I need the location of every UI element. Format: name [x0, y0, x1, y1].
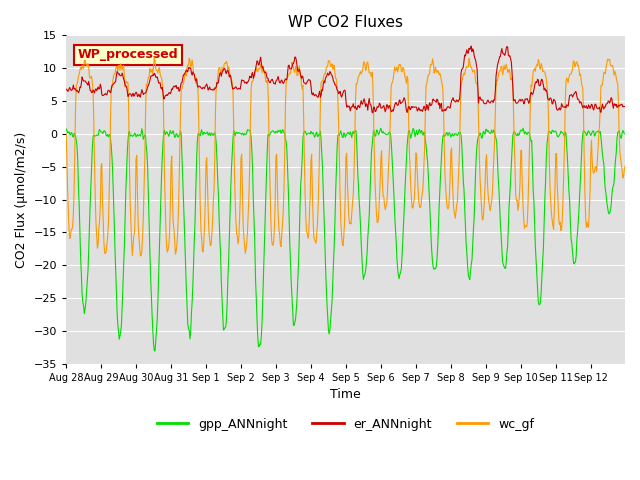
Title: WP CO2 Fluxes: WP CO2 Fluxes [288, 15, 403, 30]
Text: WP_processed: WP_processed [77, 48, 178, 61]
X-axis label: Time: Time [330, 388, 361, 401]
Y-axis label: CO2 Flux (μmol/m2/s): CO2 Flux (μmol/m2/s) [15, 132, 28, 268]
Legend: gpp_ANNnight, er_ANNnight, wc_gf: gpp_ANNnight, er_ANNnight, wc_gf [152, 413, 540, 436]
